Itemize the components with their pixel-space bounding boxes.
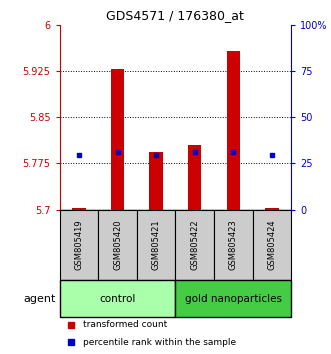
Bar xyxy=(60,280,175,318)
Text: transformed count: transformed count xyxy=(83,320,167,329)
Title: GDS4571 / 176380_at: GDS4571 / 176380_at xyxy=(107,9,244,22)
Bar xyxy=(111,69,124,210)
Text: control: control xyxy=(99,294,136,304)
Text: GSM805420: GSM805420 xyxy=(113,219,122,270)
Bar xyxy=(72,209,86,210)
Text: GSM805424: GSM805424 xyxy=(267,219,276,270)
Bar xyxy=(265,209,279,210)
Bar xyxy=(175,210,214,280)
Bar xyxy=(214,210,253,280)
Text: gold nanoparticles: gold nanoparticles xyxy=(185,294,282,304)
Bar xyxy=(227,51,240,210)
Text: GSM805419: GSM805419 xyxy=(74,219,83,270)
Bar xyxy=(149,152,163,210)
Bar xyxy=(175,280,291,318)
Text: percentile rank within the sample: percentile rank within the sample xyxy=(83,338,236,347)
Text: GSM805423: GSM805423 xyxy=(229,219,238,270)
Bar xyxy=(98,210,137,280)
Bar xyxy=(60,210,98,280)
Bar xyxy=(188,145,202,210)
Text: agent: agent xyxy=(24,294,56,304)
Bar xyxy=(137,210,175,280)
Text: GSM805422: GSM805422 xyxy=(190,219,199,270)
Text: GSM805421: GSM805421 xyxy=(152,219,161,270)
Bar xyxy=(253,210,291,280)
